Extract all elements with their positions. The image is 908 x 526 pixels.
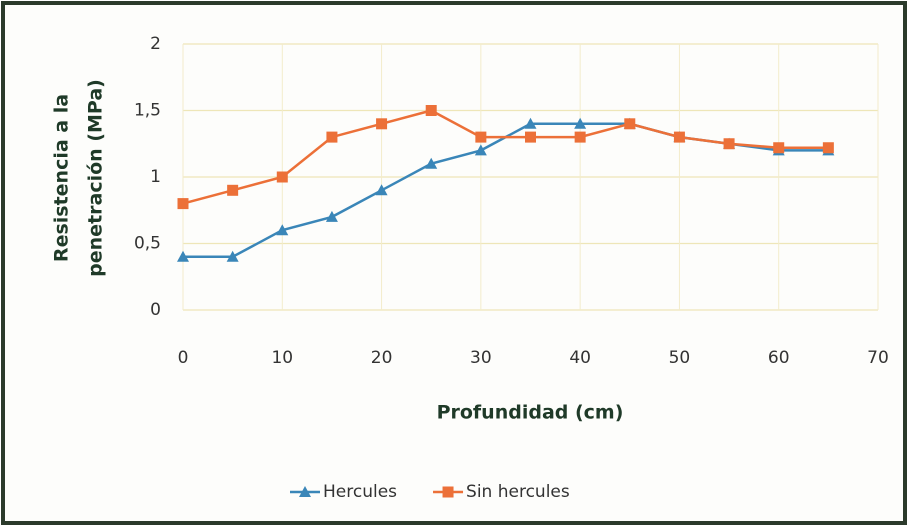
marker bbox=[227, 184, 239, 196]
marker bbox=[822, 142, 834, 154]
y-tick-label: 0 bbox=[150, 300, 161, 320]
marker bbox=[276, 171, 288, 183]
y-tick-label: 1 bbox=[150, 167, 161, 187]
series-line bbox=[182, 109, 829, 205]
x-tick-label: 50 bbox=[669, 348, 691, 368]
marker bbox=[375, 184, 388, 196]
marker bbox=[425, 157, 438, 169]
legend-marker bbox=[299, 486, 311, 497]
y-tick-label: 2 bbox=[150, 34, 161, 54]
marker bbox=[723, 138, 735, 150]
marker bbox=[376, 118, 388, 130]
legend-marker bbox=[442, 486, 454, 498]
marker bbox=[177, 198, 189, 210]
x-tick-label: 0 bbox=[178, 348, 189, 368]
marker bbox=[773, 142, 785, 154]
marker bbox=[574, 131, 586, 143]
x-tick-label: 10 bbox=[271, 348, 293, 368]
y-tick-label: 0,5 bbox=[134, 234, 161, 254]
x-tick-label: 30 bbox=[470, 348, 492, 368]
x-tick-label: 60 bbox=[768, 348, 790, 368]
legend-label: Hercules bbox=[323, 482, 397, 502]
legend-label: Sin hercules bbox=[466, 482, 570, 502]
marker bbox=[475, 131, 487, 143]
marker bbox=[226, 250, 239, 262]
marker bbox=[525, 131, 536, 143]
marker bbox=[325, 210, 338, 222]
x-axis-title: Profundidad (cm) bbox=[437, 402, 624, 424]
marker bbox=[474, 144, 487, 156]
marker bbox=[326, 131, 338, 143]
marker bbox=[177, 250, 189, 262]
x-tick-label: 70 bbox=[867, 348, 889, 368]
y-axis-title: Resistencia a la bbox=[51, 94, 73, 262]
marker bbox=[624, 118, 636, 130]
marker bbox=[276, 224, 289, 236]
x-tick-label: 20 bbox=[371, 348, 393, 368]
marker bbox=[574, 117, 587, 129]
marker bbox=[425, 105, 437, 116]
x-tick-label: 40 bbox=[569, 348, 591, 368]
marker bbox=[673, 131, 685, 143]
y-tick-label: 1,5 bbox=[134, 101, 161, 121]
marker bbox=[524, 117, 537, 129]
y-axis-title: penetración (MPa) bbox=[85, 79, 107, 277]
